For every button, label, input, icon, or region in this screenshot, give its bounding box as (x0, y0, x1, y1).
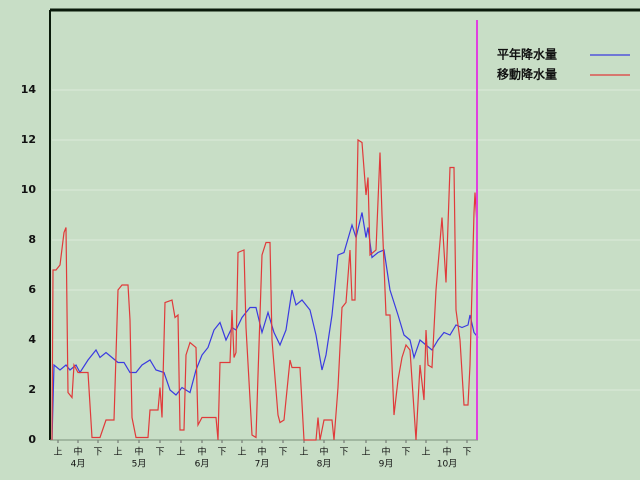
x-tick-label: 中 (73, 446, 82, 458)
month-label: 7月 (255, 459, 270, 470)
x-tick-label: 上 (299, 447, 308, 458)
x-tick-label: 中 (257, 446, 266, 458)
x-tick-label: 中 (134, 446, 143, 458)
x-tick-label: 中 (442, 446, 451, 458)
x-tick-label: 上 (176, 447, 185, 458)
x-tick-label: 上 (421, 447, 430, 458)
y-tick-label: 0 (28, 433, 36, 446)
legend-label: 移動降水量 (497, 67, 557, 82)
month-label: 10月 (437, 459, 457, 470)
series-line (51, 212, 479, 441)
x-tick-label: 上 (237, 447, 246, 458)
month-label: 4月 (71, 459, 86, 470)
x-tick-label: 上 (53, 447, 62, 458)
x-tick-label: 下 (278, 448, 287, 458)
x-tick-label: 上 (113, 447, 122, 458)
y-tick-label: 14 (21, 83, 37, 96)
month-label: 5月 (132, 459, 147, 470)
x-tick-label: 中 (319, 446, 328, 458)
x-tick-label: 中 (197, 446, 206, 458)
y-tick-label: 10 (21, 183, 37, 196)
x-tick-label: 下 (401, 448, 410, 458)
month-label: 8月 (317, 459, 332, 470)
x-tick-label: 下 (217, 448, 226, 458)
month-label: 9月 (379, 459, 394, 470)
x-tick-label: 下 (462, 448, 471, 458)
series-line (51, 138, 478, 441)
y-tick-label: 8 (28, 233, 36, 246)
x-tick-label: 下 (93, 448, 102, 458)
month-label: 6月 (195, 459, 210, 470)
y-tick-label: 4 (28, 333, 36, 346)
x-tick-label: 上 (361, 447, 370, 458)
y-tick-label: 12 (21, 133, 36, 146)
x-tick-label: 中 (381, 446, 390, 458)
x-tick-label: 下 (339, 448, 348, 458)
y-tick-label: 6 (28, 283, 36, 296)
legend-label: 平年降水量 (497, 47, 557, 62)
y-tick-label: 2 (28, 383, 36, 396)
x-tick-label: 下 (155, 448, 164, 458)
